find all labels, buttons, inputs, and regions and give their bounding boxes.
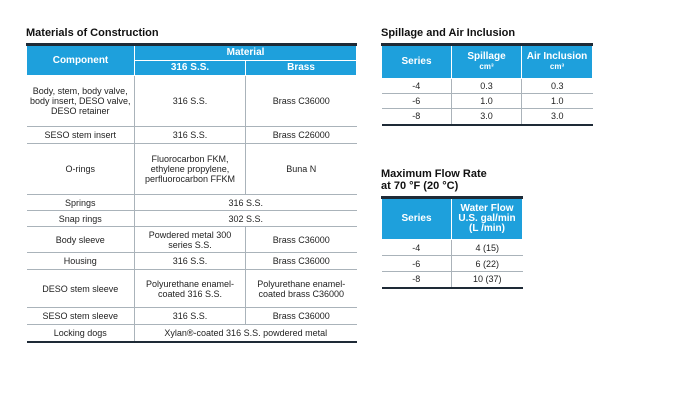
table-row: -4 4 (15)	[381, 239, 523, 256]
materials-table: Component Material 316 S.S. Brass Body, …	[26, 43, 358, 343]
component-cell: DESO stem sleeve	[26, 269, 135, 308]
series-header: Series	[381, 44, 452, 79]
table-row: -4 0.3 0.3	[381, 78, 593, 94]
material-header: Material	[133, 44, 358, 61]
flow-table: Series Water Flow U.S. gal/min (L /min) …	[381, 196, 523, 289]
ss-header: 316 S.S.	[134, 60, 246, 76]
air-inclusion-cell: 1.0	[521, 93, 593, 109]
ss-cell: Polyurethane enamel-coated 316 S.S.	[134, 269, 246, 308]
table-row: -6 6 (22)	[381, 255, 523, 272]
series-cell: -8	[381, 108, 452, 125]
brass-cell: Brass C36000	[244, 226, 357, 253]
series-cell: -6	[381, 255, 452, 272]
spillage-header: Spillage cm³	[451, 44, 522, 79]
ss-cell: Fluorocarbon FKM, ethylene propylene, pe…	[134, 143, 246, 195]
table-row: -6 1.0 1.0	[381, 93, 593, 109]
water-flow-header-line3: (L /min)	[469, 223, 505, 234]
brass-cell: Buna N	[244, 143, 357, 195]
spillage-table: Series Spillage cm³ Air Inclusion cm³ -4…	[381, 43, 593, 126]
table-row: Body sleeve Powdered metal 300 series S.…	[26, 226, 357, 253]
ss-cell: 316 S.S.	[134, 126, 246, 144]
component-cell: Body, stem, body valve, body insert, DES…	[26, 75, 135, 127]
series-header: Series	[381, 197, 452, 240]
water-flow-header-line1: Water Flow	[460, 203, 514, 214]
component-cell: O-rings	[26, 143, 135, 195]
flow-title-line1: Maximum Flow Rate	[381, 168, 487, 180]
spillage-cell: 1.0	[451, 93, 522, 109]
brass-cell: Polyurethane enamel-coated brass C36000	[244, 269, 357, 308]
brass-cell: Brass C36000	[244, 252, 357, 270]
spillage-title: Spillage and Air Inclusion	[381, 27, 516, 39]
component-cell: Snap rings	[26, 210, 135, 227]
brass-cell: Brass C36000	[244, 75, 357, 127]
brass-cell: Brass C36000	[244, 307, 357, 325]
component-cell: Body sleeve	[26, 226, 135, 253]
flow-cell: 4 (15)	[451, 239, 523, 256]
material-cell: Xylan®-coated 316 S.S. powdered metal	[133, 324, 357, 342]
series-cell: -8	[381, 271, 452, 288]
series-cell: -4	[381, 239, 452, 256]
air-inclusion-cell: 0.3	[521, 78, 593, 94]
table-row: DESO stem sleeve Polyurethane enamel-coa…	[26, 269, 357, 308]
component-cell: Springs	[26, 194, 135, 211]
ss-cell: Powdered metal 300 series S.S.	[134, 226, 246, 253]
series-cell: -4	[381, 78, 452, 94]
series-cell: -6	[381, 93, 452, 109]
component-cell: Housing	[26, 252, 135, 270]
air-inclusion-header-unit: cm³	[549, 62, 565, 71]
flow-title-line2: at 70 °F (20 °C)	[381, 180, 459, 192]
table-row: SESO stem sleeve 316 S.S. Brass C36000	[26, 307, 357, 325]
table-row: O-rings Fluorocarbon FKM, ethylene propy…	[26, 143, 357, 195]
brass-header: Brass	[244, 60, 358, 76]
air-inclusion-header: Air Inclusion cm³	[521, 44, 593, 79]
table-row: Body, stem, body valve, body insert, DES…	[26, 75, 357, 127]
component-cell: SESO stem insert	[26, 126, 135, 144]
water-flow-header: Water Flow U.S. gal/min (L /min)	[451, 197, 523, 240]
component-header: Component	[26, 44, 135, 76]
materials-title: Materials of Construction	[26, 27, 159, 39]
table-row: -8 10 (37)	[381, 271, 523, 288]
flow-title: Maximum Flow Rate at 70 °F (20 °C)	[381, 168, 487, 192]
component-cell: SESO stem sleeve	[26, 307, 135, 325]
table-row: -8 3.0 3.0	[381, 108, 593, 125]
spillage-header-label: Spillage	[467, 51, 506, 62]
table-row: Springs 316 S.S.	[26, 194, 357, 211]
material-cell: 316 S.S.	[133, 194, 357, 211]
spillage-cell: 3.0	[451, 108, 522, 125]
material-cell: 302 S.S.	[133, 210, 357, 227]
brass-cell: Brass C26000	[244, 126, 357, 144]
ss-cell: 316 S.S.	[134, 252, 246, 270]
spillage-cell: 0.3	[451, 78, 522, 94]
flow-cell: 10 (37)	[451, 271, 523, 288]
table-row: Housing 316 S.S. Brass C36000	[26, 252, 357, 270]
component-cell: Locking dogs	[26, 324, 135, 342]
spillage-header-unit: cm³	[479, 62, 494, 71]
table-row: SESO stem insert 316 S.S. Brass C26000	[26, 126, 357, 144]
water-flow-header-line2: U.S. gal/min	[458, 213, 516, 224]
air-inclusion-cell: 3.0	[521, 108, 593, 125]
air-inclusion-header-label: Air Inclusion	[526, 51, 588, 62]
flow-cell: 6 (22)	[451, 255, 523, 272]
table-row: Snap rings 302 S.S.	[26, 210, 357, 227]
ss-cell: 316 S.S.	[134, 75, 246, 127]
ss-cell: 316 S.S.	[134, 307, 246, 325]
table-row: Locking dogs Xylan®-coated 316 S.S. powd…	[26, 324, 357, 342]
